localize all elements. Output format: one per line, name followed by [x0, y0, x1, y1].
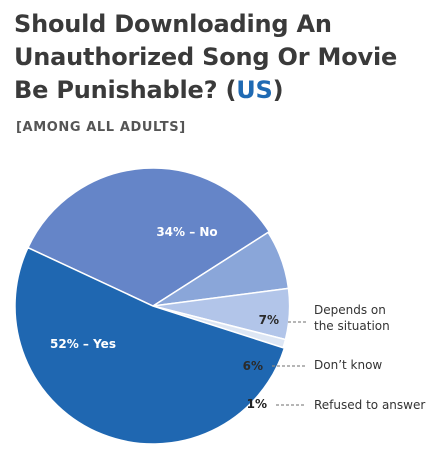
chart-subtitle: [AMONG ALL ADULTS] — [16, 120, 186, 135]
slice-pct-refused: 1% — [247, 397, 267, 411]
title-line-1: Should Downloading An — [14, 10, 332, 38]
slice-name-dont-know: Don’t know — [314, 358, 382, 372]
title-line-3: Be Punishable? ( — [14, 76, 237, 104]
title-highlight-us: US — [236, 76, 273, 104]
slice-name-depends: Depends on the situation — [314, 303, 390, 333]
title-close-paren: ) — [272, 76, 284, 104]
slice-pct-dont-know: 6% — [243, 359, 263, 373]
slice-label-yes: 52% – Yes — [50, 337, 116, 351]
pie-slice-yes — [14, 246, 286, 445]
callout-labels: 7% Depends on the situation 6% Don’t know 1% R… — [243, 303, 426, 412]
slice-label-no: 34% – No — [156, 225, 217, 239]
pie-slices — [14, 167, 291, 445]
chart-title: Should Downloading An Unauthorized Song … — [14, 8, 434, 107]
slice-name-refused: Refused to answer — [314, 398, 425, 412]
pie-slice-no — [26, 167, 271, 307]
inside-labels: 34% – No 52% – Yes — [50, 225, 218, 351]
title-line-2: Unauthorized Song Or Movie — [14, 43, 398, 71]
slice-pct-depends: 7% — [259, 313, 279, 327]
